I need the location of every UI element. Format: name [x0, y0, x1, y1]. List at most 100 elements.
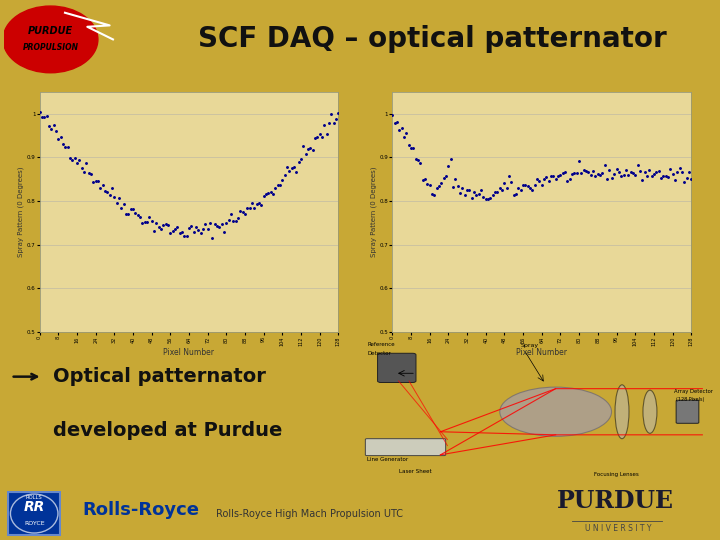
Point	[576, 168, 588, 177]
Point	[176, 228, 188, 237]
Point	[665, 165, 676, 173]
Point	[282, 163, 293, 171]
Point	[45, 125, 57, 133]
Point	[496, 186, 508, 194]
Text: Spray: Spray	[521, 343, 539, 348]
Point	[480, 195, 492, 204]
Point	[325, 110, 337, 118]
Point	[141, 218, 153, 226]
Circle shape	[500, 387, 611, 436]
Point	[627, 168, 639, 177]
Point	[456, 184, 468, 192]
Point	[592, 170, 603, 179]
Y-axis label: Spray Pattern (0 Degrees): Spray Pattern (0 Degrees)	[17, 167, 24, 257]
Point	[223, 216, 235, 225]
Point	[153, 223, 164, 232]
Point	[585, 171, 597, 179]
Point	[167, 227, 179, 235]
Point	[310, 133, 321, 142]
Point	[291, 167, 302, 176]
Point	[60, 143, 71, 151]
Point	[629, 171, 641, 179]
Point	[490, 188, 501, 197]
Point	[143, 213, 155, 221]
Point	[228, 217, 239, 225]
Point	[99, 186, 111, 195]
Point	[588, 167, 599, 176]
Point	[428, 191, 440, 199]
Point	[424, 181, 436, 190]
Point	[288, 163, 300, 171]
Point	[186, 222, 197, 231]
Point	[562, 177, 573, 185]
Point	[417, 176, 428, 184]
Text: Optical patternator: Optical patternator	[53, 367, 266, 386]
Point	[636, 176, 648, 185]
Text: RR: RR	[24, 500, 45, 514]
Point	[452, 181, 464, 190]
Point	[235, 207, 246, 215]
Point	[113, 193, 125, 202]
Point	[436, 179, 447, 187]
Point	[454, 188, 466, 197]
Point	[286, 164, 297, 173]
Point	[433, 182, 445, 191]
Point	[648, 170, 660, 178]
Point	[536, 181, 547, 190]
Point	[582, 167, 594, 176]
Point	[550, 175, 562, 184]
Point	[92, 177, 104, 185]
Point	[239, 210, 251, 218]
Point	[485, 194, 496, 202]
Point	[312, 132, 323, 141]
Point	[676, 168, 688, 177]
Point	[73, 156, 85, 165]
Point	[53, 134, 64, 143]
Point	[410, 154, 421, 163]
Text: developed at Purdue: developed at Purdue	[53, 421, 282, 440]
Point	[541, 173, 552, 182]
Point	[174, 228, 186, 237]
Point	[608, 170, 620, 179]
Point	[513, 184, 524, 192]
Text: U N I V E R S I T Y: U N I V E R S I T Y	[585, 524, 651, 532]
Point	[218, 227, 230, 236]
Point	[216, 220, 228, 228]
Point	[522, 182, 534, 191]
Point	[71, 158, 83, 167]
Point	[274, 180, 286, 189]
Point	[300, 150, 312, 158]
Point	[94, 184, 106, 193]
Point	[389, 119, 400, 127]
Point	[394, 125, 405, 134]
Point	[297, 142, 309, 151]
Point	[279, 171, 290, 179]
Point	[197, 225, 209, 233]
Point	[302, 145, 314, 154]
FancyBboxPatch shape	[676, 400, 699, 423]
Point	[34, 107, 45, 116]
Point	[50, 126, 62, 135]
Point	[88, 178, 99, 187]
Point	[207, 234, 218, 242]
Point	[76, 163, 87, 172]
Point	[678, 177, 690, 186]
FancyBboxPatch shape	[365, 438, 446, 456]
Point	[97, 180, 109, 189]
Point	[246, 199, 258, 207]
Text: PURDUE: PURDUE	[557, 489, 674, 513]
Point	[115, 204, 127, 212]
Point	[426, 190, 438, 199]
Point	[237, 208, 248, 217]
Point	[295, 154, 307, 163]
Point	[78, 168, 90, 177]
Text: PROPULSION: PROPULSION	[22, 43, 78, 52]
Point	[683, 168, 695, 177]
Point	[81, 159, 92, 168]
Point	[631, 161, 643, 170]
Point	[527, 185, 539, 194]
Point	[459, 191, 471, 199]
Point	[466, 193, 477, 202]
Point	[305, 144, 316, 152]
Point	[319, 121, 330, 130]
